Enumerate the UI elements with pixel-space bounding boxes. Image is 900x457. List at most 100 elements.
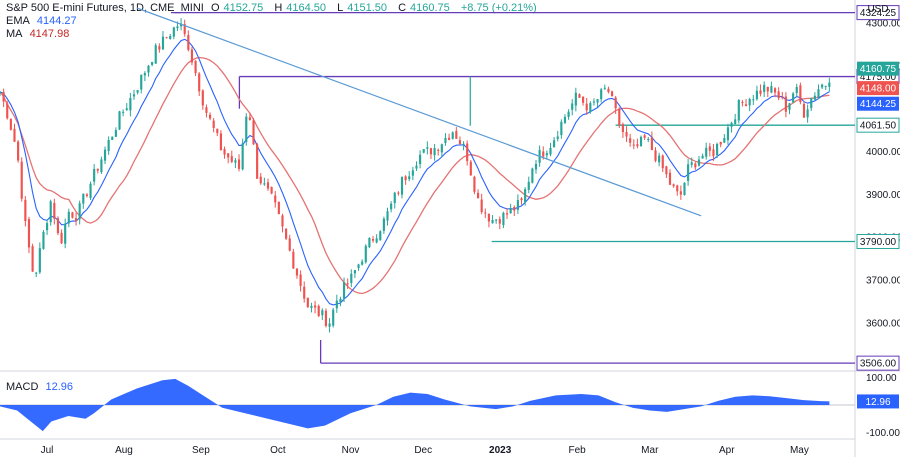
candle-body [82,193,85,204]
candle [451,131,454,140]
ma-line [0,56,830,295]
candle [571,99,574,116]
candle [216,128,219,137]
candle [100,156,103,174]
candle-body [306,297,309,308]
candle-body [690,162,693,165]
candle [161,31,165,50]
candle [509,203,512,214]
candle-body [770,86,773,93]
candle-body [277,201,280,215]
candle-body [140,74,143,90]
candle-body [241,143,244,170]
candle [781,91,784,100]
candle [813,92,816,101]
candle [136,89,139,95]
candle-body [734,119,737,124]
candle [169,33,172,40]
candle [723,134,726,144]
candle [49,199,52,226]
candle [78,200,81,225]
candle [132,89,136,100]
candle [379,230,382,241]
candle-body [527,181,530,190]
candle [505,208,509,220]
candle [147,64,150,77]
candle [219,130,223,151]
candle [737,99,740,124]
ema-line [0,38,830,306]
candle [553,136,556,148]
candle [545,150,548,159]
candle-body [31,246,34,272]
candle-body [129,97,132,111]
candle-body [285,228,288,239]
candle-body [339,298,342,302]
candle [458,136,462,145]
price-tag-label-0: 4160.75 [860,64,897,75]
candle-body [85,194,89,197]
candle [469,159,472,176]
candle [201,89,204,110]
candle-body [567,111,570,117]
level-4061-tag [856,117,900,133]
candle-body [585,103,588,111]
candle [375,234,378,244]
trendline-group [136,7,702,217]
candle-body [56,218,60,234]
candle-body [784,96,787,112]
ohlc-high: H 4164.50 [274,2,327,14]
candle-body [78,203,81,220]
candle-body [647,139,650,141]
candle [42,230,45,250]
candle-body [227,153,230,158]
level-4324-tag [856,5,900,21]
candle-body [509,208,512,214]
candle [60,229,63,245]
candle-body [621,124,624,132]
level-3506-tag [856,355,900,371]
candle-body [408,176,411,180]
candle [103,146,107,165]
candle-body [708,146,711,151]
candle-body [295,268,299,276]
candle [259,172,262,185]
candle-body [201,90,204,106]
time-tick-3: Oct [270,445,286,456]
candle [419,150,422,169]
candle [270,186,273,195]
candle [281,213,284,233]
candle-body [484,212,487,214]
time-tick-7: Feb [569,445,587,456]
price-axis[interactable]: 4300.004200.004000.003900.003800.003700.… [856,5,900,439]
time-axis[interactable]: Jul Aug Sep Oct Nov Dec 2023 Feb Mar Apr May [41,445,809,456]
candle-body [737,100,740,121]
candle-body [451,132,454,139]
candle-body [208,114,212,119]
candle [563,114,567,124]
candle-body [614,97,617,109]
candle-body [491,220,494,224]
candle [205,104,208,118]
candle [299,270,302,292]
level-4324-tag-label: 4324.25 [860,8,897,19]
candle [310,302,313,313]
ohlc-close: C 4160.75 [398,2,450,14]
candle-body [553,140,556,148]
candle-body [679,191,682,195]
candle-body [266,182,270,189]
candle [828,77,831,92]
candle [404,175,407,185]
candle-body [74,218,78,222]
candle [462,141,465,151]
candle [784,92,787,118]
ema-value: 4144.27 [36,15,77,27]
candle [734,113,737,125]
candle [437,148,440,156]
candle-body [161,36,165,50]
candle-body [560,121,563,136]
candle-body [71,212,74,218]
candle-body [777,91,780,99]
candle [556,130,559,142]
